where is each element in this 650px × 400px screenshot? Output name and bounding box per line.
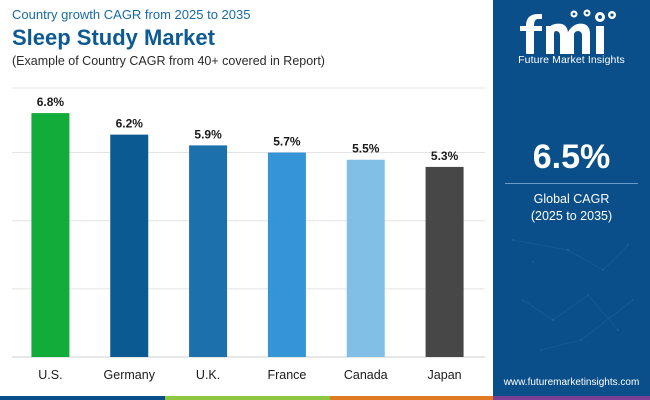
- bottom-strip-3: [330, 396, 493, 400]
- bottom-strip-2: [165, 396, 330, 400]
- bar-uk: [189, 145, 228, 357]
- x-tick-label: France: [267, 368, 306, 382]
- chart-title: Sleep Study Market: [12, 25, 215, 50]
- bottom-strip-4: [493, 396, 650, 400]
- sidebar-texture: [511, 238, 634, 351]
- bottom-strip-1: [0, 396, 165, 400]
- value-labels: 6.8% 6.2% 5.9% 5.7% 5.5% 5.3%: [37, 95, 459, 163]
- x-axis-ticks: U.S. Germany U.K. France Canada Japan: [38, 368, 461, 382]
- fmi-logo: Future Market Insights: [493, 6, 650, 66]
- logo-text: Future Market Insights: [518, 54, 625, 66]
- x-tick-label: U.S.: [38, 368, 62, 382]
- global-cagr-label: Global CAGR: [533, 192, 610, 206]
- value-label: 5.3%: [431, 149, 459, 163]
- value-label: 5.7%: [273, 135, 301, 149]
- global-cagr-period: (2025 to 2035): [530, 209, 613, 223]
- gridlines: [12, 87, 485, 358]
- value-label: 5.9%: [194, 127, 222, 141]
- bar-japan: [425, 166, 464, 357]
- x-tick-label: U.K.: [196, 368, 220, 382]
- fmi-logo-mark: [519, 9, 616, 54]
- x-tick-label: Japan: [428, 368, 462, 382]
- website-link[interactable]: www.futuremarketinsights.com: [503, 377, 640, 388]
- bar-canada: [346, 159, 385, 357]
- chart-supertitle: Country growth CAGR from 2025 to 2035: [12, 7, 251, 22]
- bar-france: [267, 152, 306, 357]
- chart-subtitle: (Example of Country CAGR from 40+ covere…: [12, 54, 325, 68]
- bars: [31, 113, 464, 358]
- global-cagr-value: 6.5%: [532, 138, 611, 176]
- bar-germany: [110, 134, 149, 357]
- value-label: 5.5%: [352, 142, 380, 156]
- chart-header: Country growth CAGR from 2025 to 2035 Sl…: [12, 6, 482, 70]
- bar-us: [31, 113, 70, 358]
- value-label: 6.8%: [37, 95, 65, 109]
- cagr-divider: [505, 183, 638, 184]
- value-label: 6.2%: [116, 117, 144, 131]
- x-tick-label: Canada: [344, 368, 388, 382]
- sidebar-panel: Future Market Insights 6.5% Global CAGR …: [493, 0, 650, 400]
- x-tick-label: Germany: [104, 368, 156, 382]
- bar-chart: 6.8% 6.2% 5.9% 5.7% 5.5% 5.3% U.S. Germany U.K.…: [12, 87, 485, 382]
